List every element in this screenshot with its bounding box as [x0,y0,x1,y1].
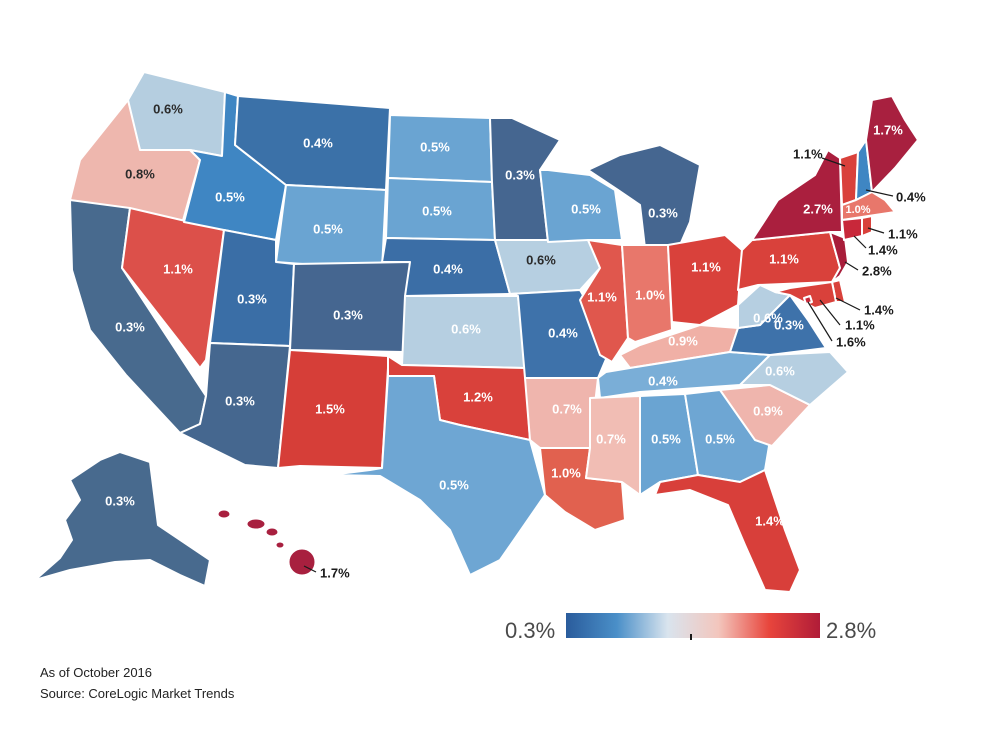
label-AZ: 0.3% [225,393,255,408]
label-MT: 0.4% [303,135,333,150]
label-MS: 0.7% [596,431,626,446]
label-NV: 1.1% [163,261,193,276]
state-TX[interactable] [329,375,546,576]
label-MA: 1.0% [845,204,870,216]
label-NJ: 2.8% [862,263,892,278]
label-DE: 1.4% [864,302,894,317]
label-LA: 1.0% [551,465,581,480]
label-WA: 0.6% [153,101,183,116]
state-DC[interactable] [803,295,813,305]
state-AK[interactable] [34,451,211,587]
label-GA: 0.5% [705,431,735,446]
label-NH: 0.4% [896,189,926,204]
label-MO: 0.4% [548,325,578,340]
label-NM: 1.5% [315,401,345,416]
state-OH[interactable] [667,234,743,326]
label-CO: 0.3% [333,307,363,322]
label-CA: 0.3% [115,319,145,334]
label-ND: 0.5% [420,139,450,154]
state-RI[interactable] [861,215,873,237]
label-FL: 1.4% [755,513,785,528]
label-WY: 0.5% [313,221,343,236]
legend-midpoint-tick [690,634,692,640]
label-KY: 0.9% [668,333,698,348]
state-MI[interactable] [587,144,701,249]
state-IN[interactable] [621,244,673,343]
label-ID: 0.5% [215,189,245,204]
label-UT: 0.3% [237,291,267,306]
label-OR: 0.8% [125,166,155,181]
label-ME: 1.7% [873,122,903,137]
state-WI[interactable] [539,169,623,243]
label-AK: 0.3% [105,493,135,508]
state-value-labels: 0.6% 0.8% 0.3% 1.1% 0.5% 0.4% 0.5% 0.3% … [105,101,903,528]
label-IL: 1.1% [587,289,617,304]
state-NY[interactable] [751,149,843,241]
state-FL[interactable] [654,469,801,593]
label-NE: 0.4% [433,261,463,276]
label-IN: 1.0% [635,287,665,302]
label-NC: 0.6% [765,363,795,378]
label-MD: 1.1% [845,317,875,332]
state-CT[interactable] [841,217,863,241]
label-WI: 0.5% [571,201,601,216]
label-RI: 1.1% [888,226,918,241]
state-ME[interactable] [865,95,919,193]
label-AR: 0.7% [552,401,582,416]
leader-lines [303,157,894,573]
label-SC: 0.9% [753,403,783,418]
label-VA: 0.3% [774,317,804,332]
label-CT: 1.4% [868,242,898,257]
label-DC: 1.6% [836,334,866,349]
label-TN: 0.4% [648,373,678,388]
legend-color-bar [566,613,820,638]
label-IA: 0.6% [526,252,556,267]
label-TX: 0.5% [439,477,469,492]
label-PA: 1.1% [769,251,799,266]
external-labels: 1.1% 0.4% 1.1% 1.4% 2.8% 1.4% 1.1% 1.6% … [320,146,926,580]
label-KS: 0.6% [451,321,481,336]
label-NY: 2.7% [803,201,833,216]
label-MN: 0.3% [505,167,535,182]
legend-max-label: 2.8% [826,618,877,643]
label-SD: 0.5% [422,203,452,218]
label-MI: 0.3% [648,205,678,220]
label-HI: 1.7% [320,565,350,580]
label-VT: 1.1% [793,146,823,161]
label-OK: 1.2% [463,389,493,404]
label-WV: 0.6% [753,310,783,325]
label-AL: 0.5% [651,431,681,446]
state-HI[interactable] [217,509,316,576]
footnote-source: Source: CoreLogic Market Trends [40,686,235,701]
label-OH: 1.1% [691,259,721,274]
us-map: 0.6% 0.8% 0.3% 1.1% 0.5% 0.4% 0.5% 0.3% … [34,71,926,593]
legend-min-label: 0.3% [505,618,556,643]
footnote-date: As of October 2016 [40,665,153,680]
